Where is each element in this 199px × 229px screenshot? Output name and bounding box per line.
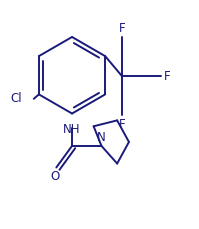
Text: F: F xyxy=(164,70,170,83)
Text: O: O xyxy=(51,170,60,183)
Text: NH: NH xyxy=(63,123,81,136)
Text: F: F xyxy=(119,22,125,35)
Text: Cl: Cl xyxy=(10,92,22,105)
Text: F: F xyxy=(119,118,125,131)
Text: N: N xyxy=(97,131,106,144)
